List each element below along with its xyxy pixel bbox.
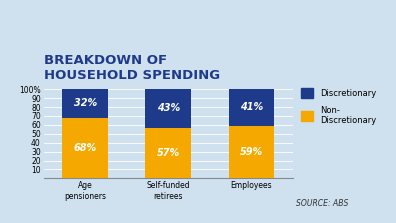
Bar <box>145 128 191 178</box>
Bar <box>62 89 108 118</box>
Bar <box>228 89 274 126</box>
Text: 68%: 68% <box>74 143 97 153</box>
Text: SOURCE: ABS: SOURCE: ABS <box>295 199 348 208</box>
Text: BREAKDOWN OF
HOUSEHOLD SPENDING: BREAKDOWN OF HOUSEHOLD SPENDING <box>44 54 220 82</box>
Text: 41%: 41% <box>240 103 263 112</box>
Text: 59%: 59% <box>240 147 263 157</box>
Text: 43%: 43% <box>157 103 180 113</box>
Text: 57%: 57% <box>157 148 180 158</box>
Text: 32%: 32% <box>74 99 97 108</box>
Bar <box>62 118 108 178</box>
Bar <box>145 89 191 128</box>
Bar <box>228 126 274 178</box>
Legend: Discretionary, Non-
Discretionary: Discretionary, Non- Discretionary <box>300 87 377 126</box>
